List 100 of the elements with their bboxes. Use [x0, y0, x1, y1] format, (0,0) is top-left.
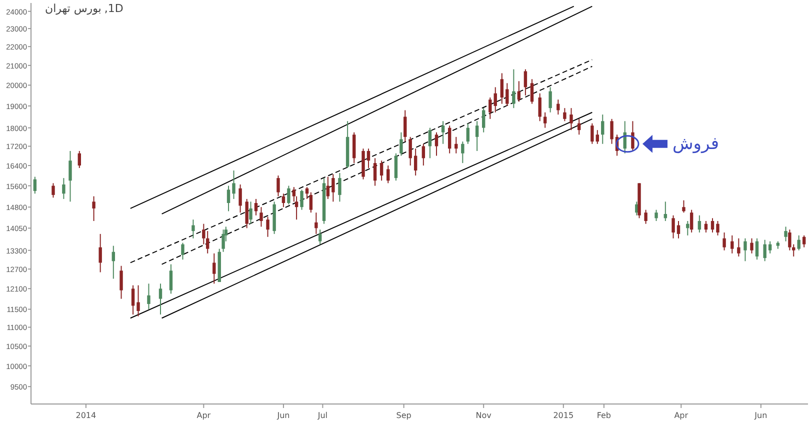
candlestick — [755, 238, 759, 260]
candlestick — [408, 136, 412, 166]
candlestick — [404, 110, 407, 142]
candlestick — [158, 283, 162, 316]
candlestick — [52, 182, 55, 198]
x-tick-label: Nov — [476, 411, 492, 420]
candlestick — [136, 284, 140, 317]
candlestick — [730, 234, 734, 254]
candlestick — [249, 201, 252, 224]
candlestick — [206, 230, 210, 254]
candlestick — [797, 234, 800, 251]
candlestick — [710, 218, 714, 233]
candlestick — [448, 125, 452, 154]
candlestick — [601, 114, 604, 144]
candlestick — [686, 220, 690, 236]
candlestick — [690, 209, 694, 233]
candlestick — [802, 234, 806, 248]
candlestick — [305, 186, 309, 200]
candlestick — [428, 127, 432, 159]
candlestick — [326, 176, 330, 200]
candlestick — [62, 178, 66, 200]
candlestick — [506, 82, 509, 106]
candlestick — [380, 160, 384, 182]
candlestick — [112, 245, 116, 280]
candlestick — [744, 238, 747, 262]
candlestick — [644, 209, 648, 224]
x-tick-label: 2014 — [76, 411, 96, 420]
candlestick — [596, 130, 599, 144]
candlestick — [461, 141, 464, 164]
candlestick — [92, 196, 96, 222]
candlestick — [682, 200, 686, 214]
candlestick — [577, 118, 581, 136]
x-tick-label: Feb — [596, 411, 612, 420]
x-tick-label: 2015 — [553, 411, 574, 420]
candlestick — [414, 148, 418, 176]
candlestick — [494, 86, 497, 113]
candlestick — [266, 216, 270, 238]
candlestick — [590, 122, 594, 144]
candlestick — [245, 198, 248, 229]
candlestick — [352, 132, 356, 164]
candlestick — [300, 189, 304, 210]
candlestick — [512, 68, 516, 109]
candlestick — [543, 112, 547, 128]
candlestick — [98, 233, 102, 273]
candlestick — [394, 152, 398, 182]
annotation: فروش — [672, 134, 719, 154]
candlestick — [400, 132, 403, 156]
candlestick — [500, 72, 504, 104]
candlestick — [524, 68, 528, 96]
x-tick-label: Apr — [674, 411, 689, 420]
candlestick — [763, 239, 766, 262]
candlestick — [282, 193, 286, 208]
candlestick — [570, 108, 573, 131]
candlestick — [454, 136, 458, 154]
x-tick-label: Sep — [396, 411, 412, 420]
candlestick — [750, 238, 754, 254]
candlestick — [226, 185, 230, 212]
candlestick — [538, 92, 542, 122]
candlestick — [68, 150, 72, 202]
candlestick — [737, 238, 740, 257]
candlestick — [517, 80, 521, 102]
candlestick — [147, 283, 150, 310]
candlestick — [287, 185, 290, 205]
candlestick — [610, 118, 614, 144]
candlestick — [276, 175, 280, 197]
candlestick — [548, 86, 552, 113]
candlestick — [78, 150, 81, 168]
candlestick — [466, 122, 470, 144]
candlestick — [238, 184, 242, 214]
candlestick — [768, 240, 772, 254]
candlestick — [434, 132, 438, 156]
candlestick — [169, 264, 173, 294]
candlestick — [314, 212, 318, 234]
candlestick — [260, 206, 263, 228]
candlestick — [192, 219, 195, 239]
candlestick — [373, 158, 377, 186]
candlestick — [631, 120, 634, 152]
candlestick — [716, 220, 720, 236]
x-tick-label: Jun — [276, 411, 290, 420]
candlestick — [386, 165, 390, 184]
x-tick-label: Apr — [196, 411, 212, 420]
candlestick — [422, 143, 426, 166]
candlestick — [332, 174, 335, 202]
candlestick — [722, 232, 726, 251]
candlestick — [672, 214, 675, 239]
candlestick — [338, 172, 342, 202]
candlestick — [254, 198, 258, 216]
x-tick-label: Jul — [316, 411, 328, 420]
candlestick — [556, 99, 560, 116]
candlestick — [530, 78, 534, 104]
candlestick — [475, 120, 479, 152]
candlestick — [232, 170, 236, 200]
candlestick — [222, 229, 225, 252]
candlestick — [482, 108, 486, 133]
candlestick — [366, 148, 370, 168]
candlestick — [131, 284, 135, 316]
x-tick-label: Jun — [754, 411, 768, 420]
candlestick — [318, 229, 322, 245]
candlestick — [309, 192, 313, 214]
candlestick — [212, 252, 216, 284]
